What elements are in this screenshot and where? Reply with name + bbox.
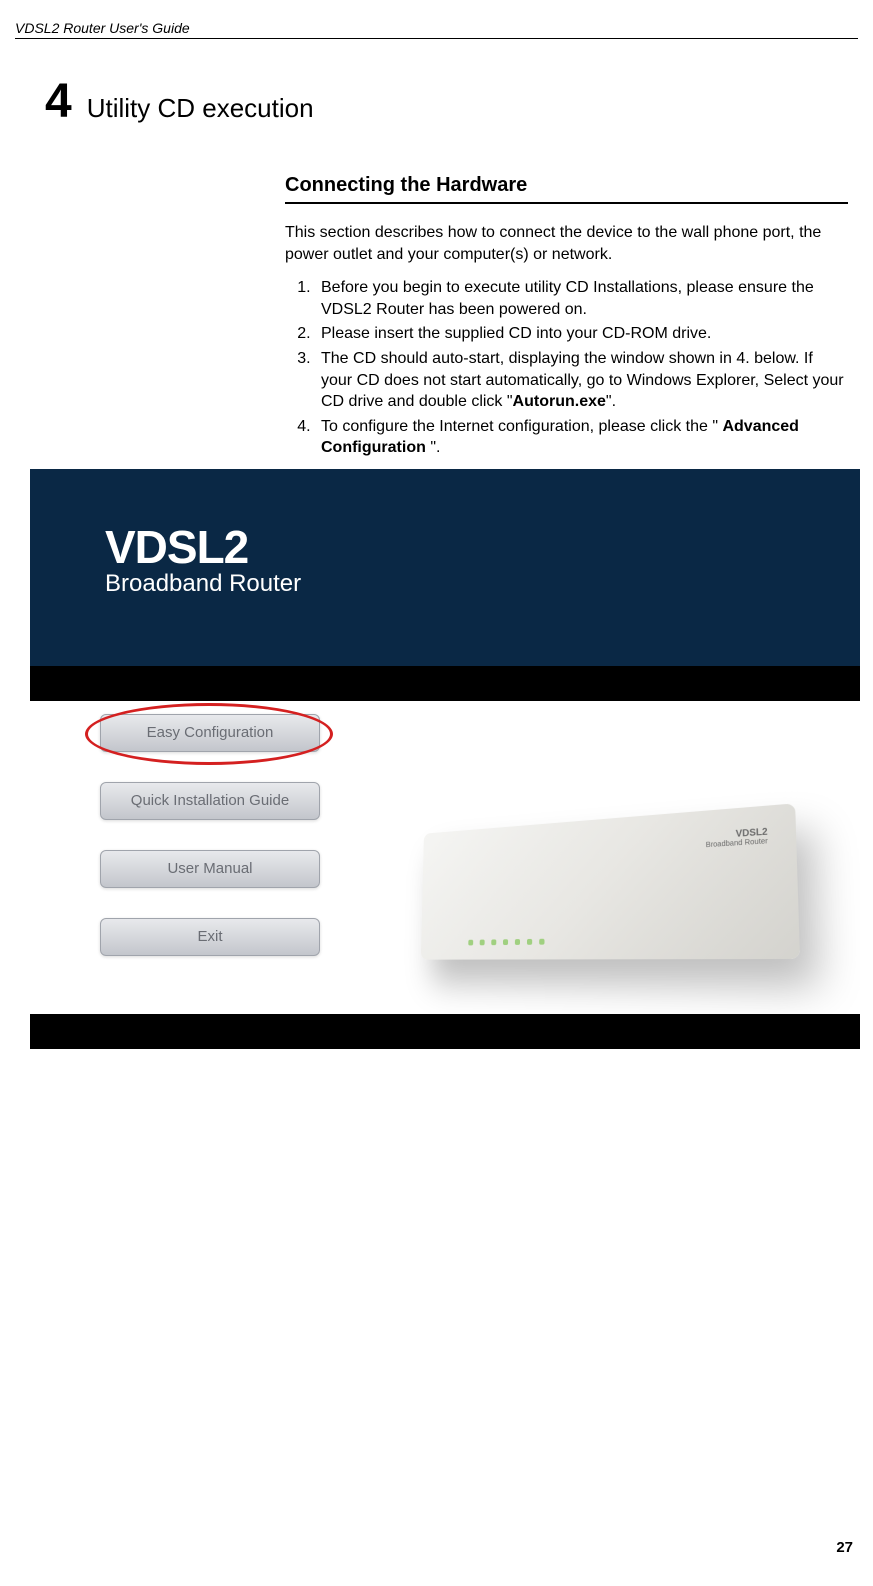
exit-button[interactable]: Exit <box>100 918 320 956</box>
chapter-title-text: Utility CD execution <box>87 93 314 123</box>
autorun-menu: Easy Configuration Quick Installation Gu… <box>100 714 320 986</box>
led-icon <box>468 940 473 946</box>
step-4: To configure the Internet configuration,… <box>315 416 848 459</box>
led-icon <box>515 939 520 945</box>
step-4-text-a: To configure the Internet configuration,… <box>321 418 722 435</box>
user-manual-button[interactable]: User Manual <box>100 850 320 888</box>
easy-configuration-button[interactable]: Easy Configuration <box>100 714 320 752</box>
led-icon <box>480 940 485 946</box>
led-icon <box>539 939 544 945</box>
section-heading: Connecting the Hardware <box>285 174 848 204</box>
step-1: Before you begin to execute utility CD I… <box>315 277 848 320</box>
autorun-logo-sub: Broadband Router <box>105 570 301 598</box>
led-icon <box>491 939 496 945</box>
autorun-screenshot: VDSL2 Broadband Router Easy Configuratio… <box>30 469 860 1049</box>
step-3-bold: Autorun.exe <box>513 393 606 410</box>
led-icon <box>527 939 532 945</box>
step-3-text-b: ". <box>606 393 616 410</box>
step-4-text-b: ". <box>426 439 441 456</box>
autorun-logo: VDSL2 Broadband Router <box>105 524 301 598</box>
document-header: VDSL2 Router User's Guide <box>15 20 858 39</box>
step-3: The CD should auto-start, displaying the… <box>315 348 848 413</box>
chapter-number: 4 <box>45 75 72 128</box>
router-leds <box>468 939 544 946</box>
section-intro: This section describes how to connect th… <box>285 222 848 265</box>
step-2: Please insert the supplied CD into your … <box>315 323 848 345</box>
chapter-title: 4 Utility CD execution <box>45 74 858 129</box>
router-illustration: VDSL2 Broadband Router <box>360 759 830 989</box>
led-icon <box>503 939 508 945</box>
quick-installation-guide-button[interactable]: Quick Installation Guide <box>100 782 320 820</box>
steps-list: Before you begin to execute utility CD I… <box>285 277 848 459</box>
page-number: 27 <box>836 1539 853 1556</box>
autorun-logo-main: VDSL2 <box>105 524 301 570</box>
